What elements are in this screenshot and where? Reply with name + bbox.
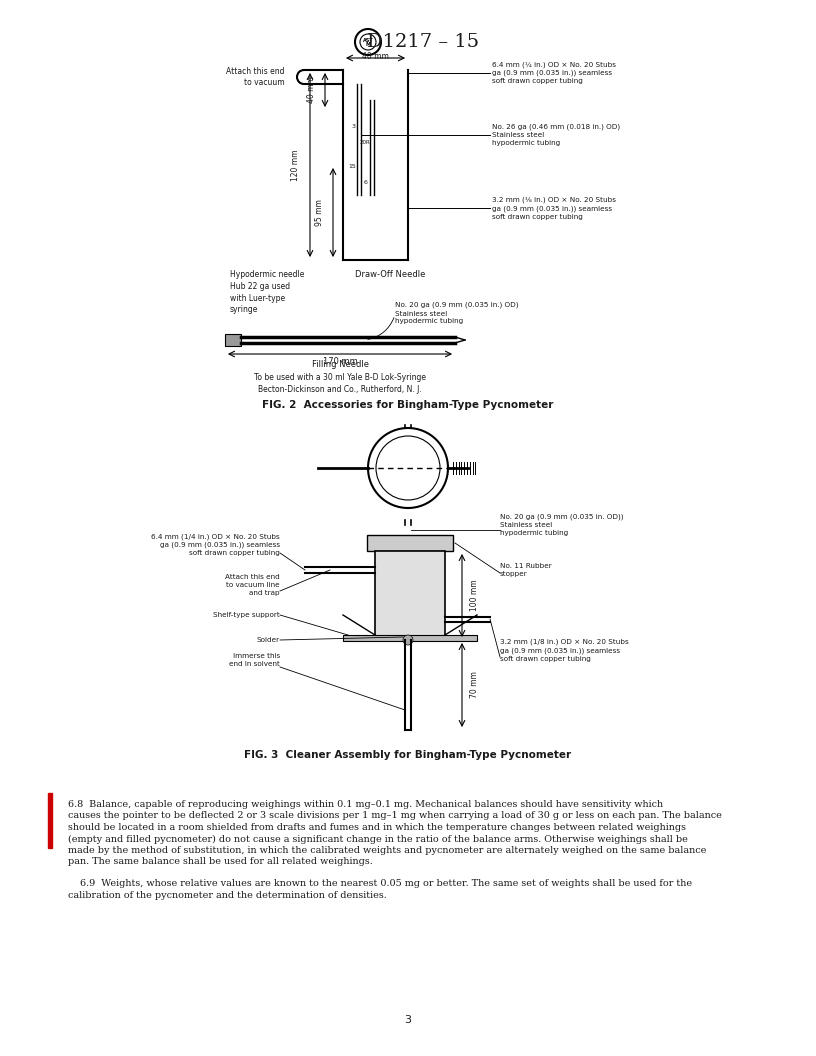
Text: 3: 3 <box>352 125 356 130</box>
Text: No. 20 ga (0.9 mm (0.035 in.) OD)
Stainless steel
hypodermic tubing: No. 20 ga (0.9 mm (0.035 in.) OD) Stainl… <box>395 302 518 324</box>
Text: 120 mm: 120 mm <box>291 149 300 181</box>
Text: Hypodermic needle
Hub 22 ga used
with Luer-type
syringe: Hypodermic needle Hub 22 ga used with Lu… <box>230 270 304 315</box>
Text: 15: 15 <box>348 165 356 170</box>
Text: 20R: 20R <box>360 140 370 146</box>
Text: 70 mm: 70 mm <box>470 672 479 698</box>
Text: To be used with a 30 ml Yale B-D Lok-Syringe: To be used with a 30 ml Yale B-D Lok-Syr… <box>254 373 426 382</box>
Bar <box>367 535 453 551</box>
Text: 6.9  Weights, whose relative values are known to the nearest 0.05 mg or better. : 6.9 Weights, whose relative values are k… <box>68 879 692 888</box>
Text: calibration of the pycnometer and the determination of densities.: calibration of the pycnometer and the de… <box>68 890 387 900</box>
Text: Shelf-type support: Shelf-type support <box>213 612 280 618</box>
Text: pan. The same balance shall be used for all related weighings.: pan. The same balance shall be used for … <box>68 857 373 867</box>
Text: 40 mm: 40 mm <box>308 77 317 103</box>
Text: No. 26 ga (0.46 mm (0.018 in.) OD)
Stainless steel
hypodermic tubing: No. 26 ga (0.46 mm (0.018 in.) OD) Stain… <box>492 124 620 146</box>
Text: 3: 3 <box>405 1015 411 1025</box>
Text: (empty and filled pycnometer) do not cause a significant change in the ratio of : (empty and filled pycnometer) do not cau… <box>68 834 688 844</box>
Text: No. 20 ga (0.9 mm (0.035 in. OD))
Stainless steel
hypodermic tubing: No. 20 ga (0.9 mm (0.035 in. OD)) Stainl… <box>500 514 623 536</box>
Text: FIG. 2  Accessories for Bingham-Type Pycnometer: FIG. 2 Accessories for Bingham-Type Pycn… <box>262 400 554 410</box>
Text: 6.8  Balance, capable of reproducing weighings within 0.1 mg–0.1 mg. Mechanical : 6.8 Balance, capable of reproducing weig… <box>68 800 663 809</box>
Text: 3.2 mm (⅛ in.) OD × No. 20 Stubs
ga (0.9 mm (0.035 in.)) seamless
soft drawn cop: 3.2 mm (⅛ in.) OD × No. 20 Stubs ga (0.9… <box>492 196 616 220</box>
Text: M: M <box>366 42 370 48</box>
Text: Filling Needle: Filling Needle <box>312 360 369 369</box>
Text: 6.4 mm (1/4 in.) OD × No. 20 Stubs
ga (0.9 mm (0.035 in.)) seamless
soft drawn c: 6.4 mm (1/4 in.) OD × No. 20 Stubs ga (0… <box>151 533 280 557</box>
Text: causes the pointer to be deflected 2 or 3 scale divisions per 1 mg–1 mg when car: causes the pointer to be deflected 2 or … <box>68 811 722 821</box>
Text: Attach this end
to vacuum: Attach this end to vacuum <box>227 68 285 87</box>
Bar <box>343 635 477 641</box>
Text: No. 11 Rubber
stopper: No. 11 Rubber stopper <box>500 563 552 577</box>
Text: should be located in a room shielded from drafts and fumes and in which the temp: should be located in a room shielded fro… <box>68 823 686 832</box>
Text: AST: AST <box>362 38 373 42</box>
Text: Immerse this
end in solvent: Immerse this end in solvent <box>229 653 280 667</box>
Bar <box>225 334 241 346</box>
Text: Draw-Off Needle: Draw-Off Needle <box>355 270 425 279</box>
Text: Solder: Solder <box>257 637 280 643</box>
Text: 3.2 mm (1/8 in.) OD × No. 20 Stubs
ga (0.9 mm (0.035 in.)) seamless
soft drawn c: 3.2 mm (1/8 in.) OD × No. 20 Stubs ga (0… <box>500 639 629 661</box>
Text: 95 mm: 95 mm <box>316 200 325 226</box>
Text: Attach this end
to vacuum line
and trap: Attach this end to vacuum line and trap <box>225 574 280 596</box>
Circle shape <box>403 635 413 645</box>
Bar <box>375 551 445 640</box>
Text: 6.4 mm (¼ in.) OD × No. 20 Stubs
ga (0.9 mm (0.035 in.)) seamless
soft drawn cop: 6.4 mm (¼ in.) OD × No. 20 Stubs ga (0.9… <box>492 61 616 84</box>
Text: FIG. 3  Cleaner Assembly for Bingham-Type Pycnometer: FIG. 3 Cleaner Assembly for Bingham-Type… <box>245 750 571 760</box>
Text: 40 mm: 40 mm <box>362 52 389 61</box>
Text: D1217 – 15: D1217 – 15 <box>367 33 479 51</box>
Text: Becton-Dickinson and Co., Rutherford, N. J.: Becton-Dickinson and Co., Rutherford, N.… <box>258 385 422 394</box>
Text: 100 mm: 100 mm <box>470 580 479 611</box>
Bar <box>48 793 52 848</box>
Text: made by the method of substitution, in which the calibrated weights and pycnomet: made by the method of substitution, in w… <box>68 846 707 855</box>
Text: 170 mm: 170 mm <box>322 357 357 366</box>
Text: 6: 6 <box>364 180 368 185</box>
